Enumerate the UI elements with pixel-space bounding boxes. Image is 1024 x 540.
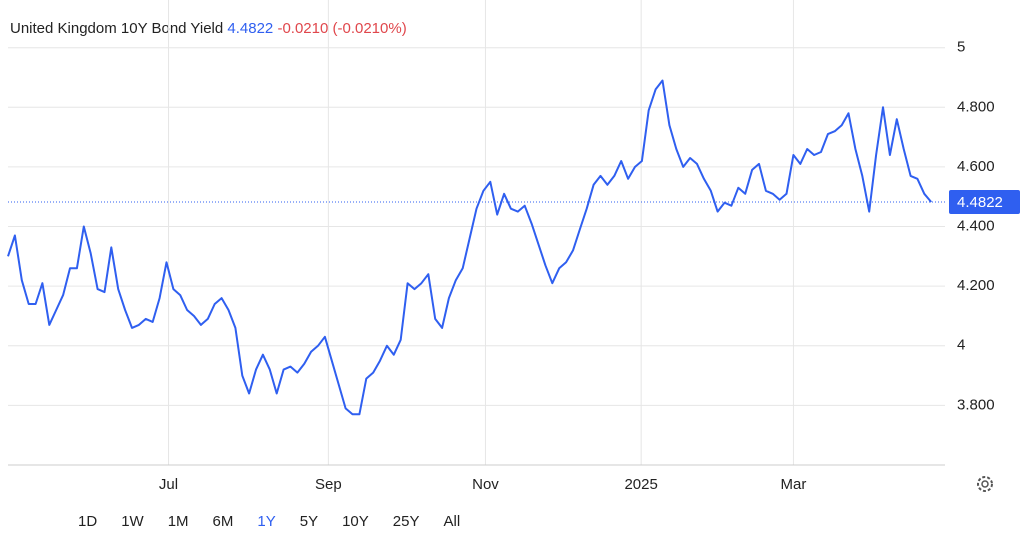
range-button[interactable]: 25Y (393, 513, 420, 530)
range-button[interactable]: 6M (213, 513, 234, 530)
chart-title: United Kingdom 10Y Bond Yield (10, 20, 223, 37)
last-value: 4.4822 (227, 20, 273, 37)
range-button[interactable]: 1M (168, 513, 189, 530)
range-button[interactable]: 5Y (300, 513, 318, 530)
y-tick-label: 4.600 (957, 158, 995, 175)
range-button[interactable]: 1D (78, 513, 97, 530)
range-button[interactable]: 1Y (257, 513, 275, 530)
x-tick-label: 2025 (624, 476, 657, 493)
y-tick-label: 4.200 (957, 277, 995, 294)
range-button[interactable]: All (444, 513, 461, 530)
change: -0.0210 (277, 20, 328, 37)
settings-icon[interactable] (977, 476, 993, 492)
range-button[interactable]: 10Y (342, 513, 369, 530)
x-tick-label: Jul (159, 476, 178, 493)
y-tick-label: 3.800 (957, 396, 995, 413)
change-pct: (-0.0210%) (333, 20, 407, 37)
x-tick-label: Nov (472, 476, 499, 493)
last-value-box (949, 190, 1020, 215)
y-tick-label: 4.400 (957, 218, 995, 235)
chart-header: United Kingdom 10Y Bond Yield 4.4822 -0.… (10, 20, 407, 37)
x-tick-label: Sep (315, 476, 342, 493)
y-tick-label: 5 (957, 39, 965, 56)
last-value-label: 4.4822 (957, 194, 1003, 211)
y-tick-label: 4.800 (957, 98, 995, 115)
line-series (7, 79, 932, 416)
range-button[interactable]: 1W (121, 513, 144, 530)
y-tick-label: 4 (957, 337, 965, 354)
x-tick-label: Mar (781, 476, 807, 493)
